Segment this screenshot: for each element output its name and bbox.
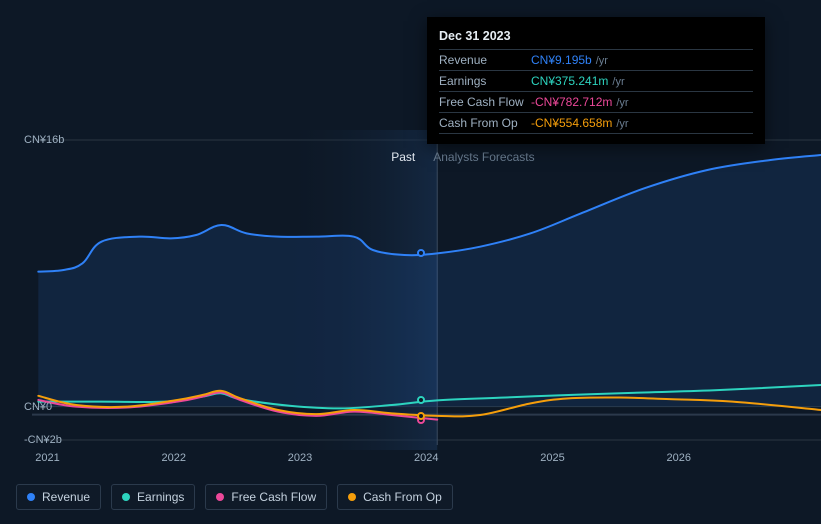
tooltip-row: RevenueCN¥9.195b/yr <box>439 50 753 71</box>
x-tick-label: 2023 <box>288 452 312 464</box>
series-marker <box>417 412 425 420</box>
legend-swatch <box>122 493 130 501</box>
legend-item-earnings[interactable]: Earnings <box>111 484 195 510</box>
tooltip-row-suffix: /yr <box>616 97 628 109</box>
chart-legend: Revenue Earnings Free Cash Flow Cash From O… <box>16 484 453 510</box>
tooltip-row-label: Revenue <box>439 53 531 67</box>
tooltip-row-suffix: /yr <box>616 118 628 130</box>
legend-swatch <box>348 493 356 501</box>
tooltip-row-value: CN¥9.195b <box>531 53 592 67</box>
y-tick-label: CN¥0 <box>24 401 52 413</box>
x-tick-label: 2025 <box>540 452 564 464</box>
tooltip-row-label: Free Cash Flow <box>439 95 531 109</box>
x-tick-label: 2021 <box>35 452 59 464</box>
legend-item-cash-from-op[interactable]: Cash From Op <box>337 484 453 510</box>
chart-tooltip: Dec 31 2023 RevenueCN¥9.195b/yrEarningsC… <box>427 17 765 144</box>
legend-item-revenue[interactable]: Revenue <box>16 484 101 510</box>
split-label-forecast: Analysts Forecasts <box>433 150 534 164</box>
legend-label: Earnings <box>137 490 184 504</box>
tooltip-row-value: -CN¥782.712m <box>531 95 612 109</box>
tooltip-row-suffix: /yr <box>596 55 608 67</box>
tooltip-date: Dec 31 2023 <box>439 25 753 50</box>
tooltip-row: Free Cash Flow-CN¥782.712m/yr <box>439 92 753 113</box>
y-tick-label: -CN¥2b <box>24 434 62 446</box>
series-marker <box>417 396 425 404</box>
legend-item-free-cash-flow[interactable]: Free Cash Flow <box>205 484 327 510</box>
tooltip-row-suffix: /yr <box>612 76 624 88</box>
tooltip-row: EarningsCN¥375.241m/yr <box>439 71 753 92</box>
series-marker <box>417 249 425 257</box>
tooltip-row: Cash From Op-CN¥554.658m/yr <box>439 113 753 134</box>
legend-label: Revenue <box>42 490 90 504</box>
tooltip-row-label: Earnings <box>439 74 531 88</box>
split-label-past: Past <box>355 150 415 164</box>
x-tick-label: 2022 <box>162 452 186 464</box>
legend-label: Cash From Op <box>363 490 442 504</box>
legend-label: Free Cash Flow <box>231 490 316 504</box>
tooltip-row-label: Cash From Op <box>439 116 531 130</box>
y-tick-label: CN¥16b <box>24 134 64 146</box>
x-tick-label: 2026 <box>667 452 691 464</box>
tooltip-row-value: -CN¥554.658m <box>531 116 612 130</box>
x-tick-label: 2024 <box>414 452 438 464</box>
legend-swatch <box>216 493 224 501</box>
tooltip-row-value: CN¥375.241m <box>531 74 608 88</box>
legend-swatch <box>27 493 35 501</box>
